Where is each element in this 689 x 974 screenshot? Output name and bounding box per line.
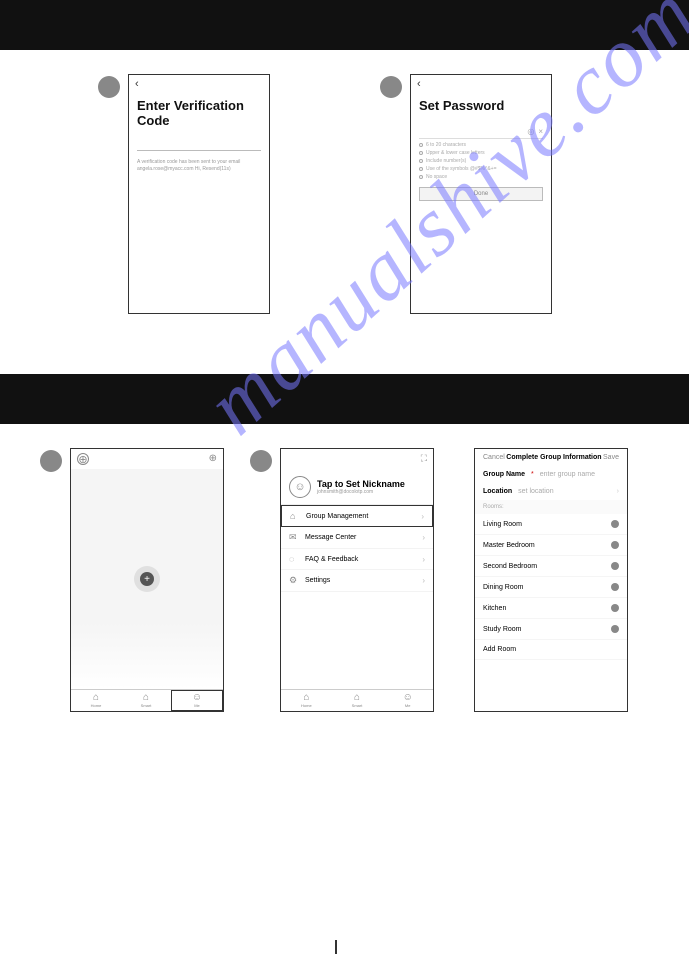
code-input-line[interactable]: [137, 150, 261, 151]
phone-profile: ⛶ ☺ Tap to Set Nickname johnsmith@docolo…: [280, 448, 434, 712]
menu-message-center[interactable]: ✉ Message Center ›: [281, 527, 433, 549]
add-room[interactable]: Add Room: [475, 640, 627, 660]
home-icon: ⌂: [290, 511, 300, 521]
step-badge: [40, 450, 62, 472]
pwd-rule: Use of the symbols @#$%^&+=: [411, 165, 551, 173]
smart-icon: ⌂: [354, 693, 360, 703]
step-badge: [98, 76, 120, 98]
room-item[interactable]: Second Bedroom: [475, 556, 627, 577]
tab-me[interactable]: ☺Me: [382, 690, 433, 711]
room-item[interactable]: Master Bedroom: [475, 535, 627, 556]
step-profile: ⛶ ☺ Tap to Set Nickname johnsmith@docolo…: [250, 448, 434, 712]
tab-smart[interactable]: ⌂Smart: [332, 690, 383, 711]
phone-home: ⊕ ⊕ + ⌂Home ⌂Smart ☺Me: [70, 448, 224, 712]
cancel-button[interactable]: Cancel: [483, 454, 505, 461]
step-group: Cancel Complete Group Information Save G…: [474, 448, 628, 712]
tab-home[interactable]: ⌂Home: [281, 690, 332, 711]
form-header: Cancel Complete Group Information Save: [475, 449, 627, 466]
menu-settings[interactable]: ⚙ Settings ›: [281, 570, 433, 592]
page-divider: [335, 940, 355, 954]
message-icon: ✉: [289, 532, 299, 543]
step-verify: ‹ Enter Verification Code A verification…: [98, 74, 270, 314]
tab-me[interactable]: ☺Me: [171, 690, 223, 711]
row-1: ‹ Enter Verification Code A verification…: [0, 50, 689, 314]
nickname: Tap to Set Nickname: [317, 479, 405, 489]
step-home: ⊕ ⊕ + ⌂Home ⌂Smart ☺Me: [40, 448, 224, 712]
pwd-rule: Include number(s): [411, 157, 551, 165]
room-item[interactable]: Dining Room: [475, 577, 627, 598]
phone-password: ‹ Set Password ◎ × 6 to 20 characters Up…: [410, 74, 552, 314]
chevron-right-icon: ›: [617, 488, 619, 495]
avatar-icon: ☺: [289, 476, 311, 498]
profile-header[interactable]: ☺ Tap to Set Nickname johnsmith@docolotp…: [281, 468, 433, 504]
phone-verify: ‹ Enter Verification Code A verification…: [128, 74, 270, 314]
check-icon: [611, 604, 619, 612]
step-badge: [250, 450, 272, 472]
check-icon: [611, 520, 619, 528]
back-icon[interactable]: ‹: [135, 79, 139, 90]
rooms-label: Rooms:: [475, 500, 627, 514]
profile-email: johnsmith@docolotp.com: [317, 489, 405, 495]
eye-icon[interactable]: ◎: [527, 127, 534, 136]
tab-smart[interactable]: ⌂Smart: [121, 690, 171, 711]
save-button[interactable]: Save: [603, 454, 619, 461]
room-item[interactable]: Living Room: [475, 514, 627, 535]
tab-home[interactable]: ⌂Home: [71, 690, 121, 711]
check-icon: [611, 625, 619, 633]
check-icon: [611, 562, 619, 570]
phone-header: ‹: [411, 75, 551, 94]
check-icon: [611, 583, 619, 591]
password-title: Set Password: [411, 94, 551, 121]
field-group-name[interactable]: Group Name* enter group name: [475, 466, 627, 483]
phone-group: Cancel Complete Group Information Save G…: [474, 448, 628, 712]
verify-note: A verification code has been sent to you…: [129, 159, 269, 172]
room-item[interactable]: Kitchen: [475, 598, 627, 619]
tabbar: ⌂Home ⌂Smart ☺Me: [281, 689, 433, 711]
step-password: ‹ Set Password ◎ × 6 to 20 characters Up…: [380, 74, 552, 314]
pwd-rule: No space: [411, 173, 551, 181]
form-title: Complete Group Information: [506, 454, 601, 461]
section-bar-top: [0, 0, 689, 50]
back-icon[interactable]: ‹: [417, 79, 421, 90]
room-item[interactable]: Study Room: [475, 619, 627, 640]
chevron-right-icon: ›: [422, 533, 425, 542]
pwd-rule: 6 to 20 characters: [411, 141, 551, 149]
chevron-right-icon: ›: [422, 576, 425, 585]
password-input[interactable]: ◎ ×: [419, 127, 543, 139]
scan-icon[interactable]: ⛶: [421, 453, 427, 464]
plus-icon[interactable]: ⊕: [209, 453, 217, 465]
chevron-right-icon: ›: [422, 555, 425, 564]
me-icon: ☺: [192, 693, 202, 703]
done-button[interactable]: Done: [419, 187, 543, 201]
field-location[interactable]: Location set location ›: [475, 483, 627, 500]
step-badge: [380, 76, 402, 98]
profile-menu: ⌂ Group Management › ✉ Message Center › …: [281, 504, 433, 689]
check-icon: [611, 541, 619, 549]
pwd-rule: Upper & lower case letters: [411, 149, 551, 157]
me-icon: ☺: [403, 693, 413, 703]
phone-header: ‹: [129, 75, 269, 94]
tabbar: ⌂Home ⌂Smart ☺Me: [71, 689, 223, 711]
gear-icon: ⚙: [289, 575, 299, 586]
verify-title: Enter Verification Code: [129, 94, 269, 136]
avatar-icon[interactable]: ⊕: [77, 453, 89, 465]
home-icon: ⌂: [93, 693, 99, 703]
section-bar-mid: [0, 374, 689, 424]
menu-group-management[interactable]: ⌂ Group Management ›: [281, 505, 433, 527]
home-body: +: [71, 469, 223, 689]
faq-icon: ◌: [289, 554, 299, 564]
smart-icon: ⌂: [143, 693, 149, 703]
chevron-right-icon: ›: [421, 512, 424, 521]
row-2: ⊕ ⊕ + ⌂Home ⌂Smart ☺Me ⛶ ☺: [0, 424, 689, 712]
menu-faq[interactable]: ◌ FAQ & Feedback ›: [281, 549, 433, 570]
home-icon: ⌂: [303, 693, 309, 703]
clear-icon[interactable]: ×: [538, 127, 543, 136]
add-device-button[interactable]: +: [134, 566, 160, 592]
